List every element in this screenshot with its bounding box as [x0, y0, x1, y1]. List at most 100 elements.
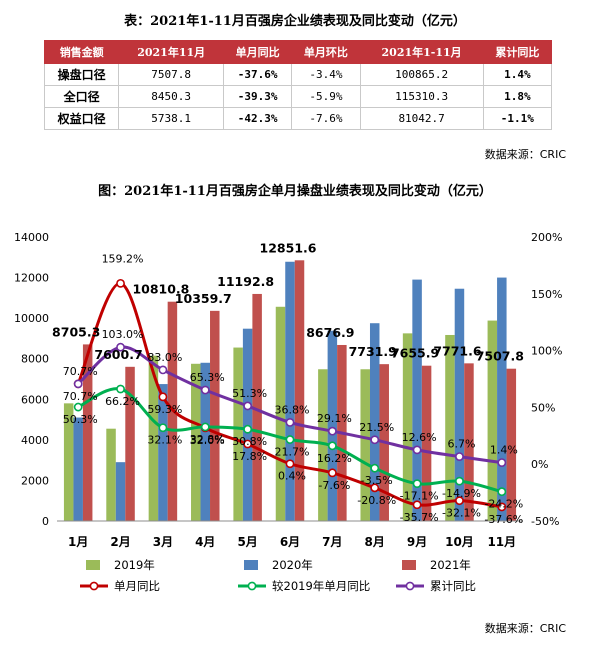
bar-2020年-3月 [158, 384, 168, 521]
bar-2019年-6月 [275, 306, 286, 521]
line-data-label: -37.6% [484, 513, 523, 526]
line-单月同比 [76, 281, 503, 509]
legend-swatch [244, 560, 258, 570]
point-较2019年单月同比-6月 [285, 435, 295, 444]
bar-2021年-4月 [210, 310, 220, 521]
table-cell: -42.3% [222, 107, 293, 130]
table-header: 销售金额 [43, 40, 120, 64]
point-累计同比-5月 [243, 401, 253, 411]
table-cell: -1.1% [482, 107, 553, 130]
y-left-tick-label: 2000 [21, 474, 49, 487]
line-data-label: 66.2% [105, 395, 140, 408]
bar-2020年-7月 [327, 330, 338, 521]
bar-2019年-11月 [487, 320, 498, 521]
bar-2020年-9月 [412, 279, 422, 521]
legend-label: 较2019年单月同比 [272, 579, 370, 593]
table-cell: 5738.1 [118, 107, 224, 130]
y-left-tick-label: 0 [42, 515, 49, 528]
line-data-label: 32.8% [190, 433, 225, 446]
table-source: 数据来源：CRIC [484, 148, 566, 161]
y-right-tick-label: 100% [531, 345, 562, 358]
line-data-label: 21.5% [359, 421, 394, 434]
y-left-tick-label: 6000 [21, 393, 49, 406]
bar-2021年-2月 [125, 366, 135, 521]
x-tick-label: 6月 [280, 535, 300, 549]
bar-value-label: 12851.6 [260, 240, 317, 255]
y-right-tick-label: 200% [531, 231, 562, 244]
bar-2020年-8月 [369, 323, 380, 521]
x-tick-label: 3月 [153, 535, 173, 549]
legend-marker [405, 581, 415, 591]
point-单月同比-3月 [158, 392, 168, 402]
bar-2021年-9月 [421, 365, 432, 521]
line-data-label: -32.1% [442, 507, 481, 520]
bar-2020年-10月 [454, 288, 465, 521]
row-label: 操盘口径 [43, 63, 120, 86]
legend-label: 2020年 [272, 558, 313, 572]
line-data-label: 36.8% [275, 403, 310, 416]
table-header: 累计同比 [482, 40, 553, 64]
table-title: 表：2021年1-11月百强房企业绩表现及同比变动（亿元） [124, 14, 466, 29]
y-right-tick-label: 0% [531, 458, 548, 471]
y-right-tick-label: -50% [531, 515, 559, 528]
line-data-label: 83.0% [147, 351, 182, 364]
line-data-label: 70.7% [63, 365, 98, 378]
x-tick-label: 2月 [110, 535, 130, 549]
y-left-tick-label: 12000 [14, 272, 49, 285]
bar-value-label: 7771.6 [433, 343, 482, 358]
bar-2019年-7月 [318, 369, 328, 521]
point-累计同比-6月 [285, 417, 295, 427]
bar-value-label: 7507.8 [476, 349, 524, 364]
chart-source: 数据来源：CRIC [484, 622, 566, 635]
row-label: 全口径 [43, 85, 120, 108]
point-较2019年单月同比-1月 [73, 402, 83, 412]
table-cell: 100865.2 [359, 63, 484, 86]
x-tick-label: 7月 [322, 535, 342, 549]
line-data-label: 32.1% [147, 434, 182, 447]
legend-label: 2021年 [430, 558, 471, 572]
table-cell: -7.6% [291, 107, 361, 130]
bar-value-label: 10359.7 [175, 291, 232, 306]
point-单月同比-8月 [370, 483, 380, 493]
point-较2019年单月同比-10月 [455, 476, 464, 486]
bar-2020年-1月 [73, 417, 83, 521]
line-data-label: -7.6% [318, 479, 350, 492]
line-data-label: -3.5% [361, 474, 393, 487]
line-data-label: -35.7% [400, 511, 439, 524]
point-单月同比-5月 [243, 439, 253, 449]
line-data-label: 30.8% [232, 435, 267, 448]
line-data-label: 16.2% [317, 452, 352, 465]
point-较2019年单月同比-9月 [412, 479, 422, 489]
bar-2019年-2月 [106, 428, 116, 521]
line-data-label: -17.1% [400, 490, 439, 503]
bar-value-label: 7655.9 [391, 346, 439, 361]
x-tick-label: 11月 [487, 535, 516, 549]
x-tick-label: 5月 [237, 535, 257, 549]
table-cell: 7507.8 [118, 63, 224, 86]
y-right-tick-label: 150% [531, 288, 562, 301]
legend-label: 单月同比 [114, 579, 160, 593]
line-data-label: 29.1% [317, 412, 352, 425]
point-单月同比-6月 [285, 459, 295, 469]
x-tick-label: 8月 [365, 535, 385, 549]
legend-swatch [86, 560, 100, 570]
bar-2020年-11月 [497, 277, 507, 521]
legend-swatch [402, 560, 416, 570]
bar-2021年-10月 [464, 363, 474, 521]
point-累计同比-4月 [200, 385, 210, 395]
table-row: 操盘口径 7507.8 -37.6% -3.4% 100865.2 1.4% [43, 63, 553, 86]
point-单月同比-2月 [116, 278, 125, 288]
table-cell: 81042.7 [359, 107, 484, 130]
y-left-tick-label: 8000 [21, 353, 49, 366]
y-left-tick-label: 10000 [14, 312, 49, 325]
line-data-label: 6.7% [447, 438, 475, 451]
bar-2020年-4月 [200, 362, 211, 521]
x-tick-label: 1月 [68, 535, 88, 549]
table-cell: -3.4% [291, 63, 361, 86]
chart-title: 图：2021年1-11月百强房企单月操盘业绩表现及同比变动（亿元） [98, 184, 492, 199]
point-较2019年单月同比-3月 [158, 423, 168, 433]
table-header: 单月同比 [222, 40, 293, 64]
bar-2019年-9月 [402, 333, 413, 521]
bar-2021年-5月 [252, 293, 262, 521]
